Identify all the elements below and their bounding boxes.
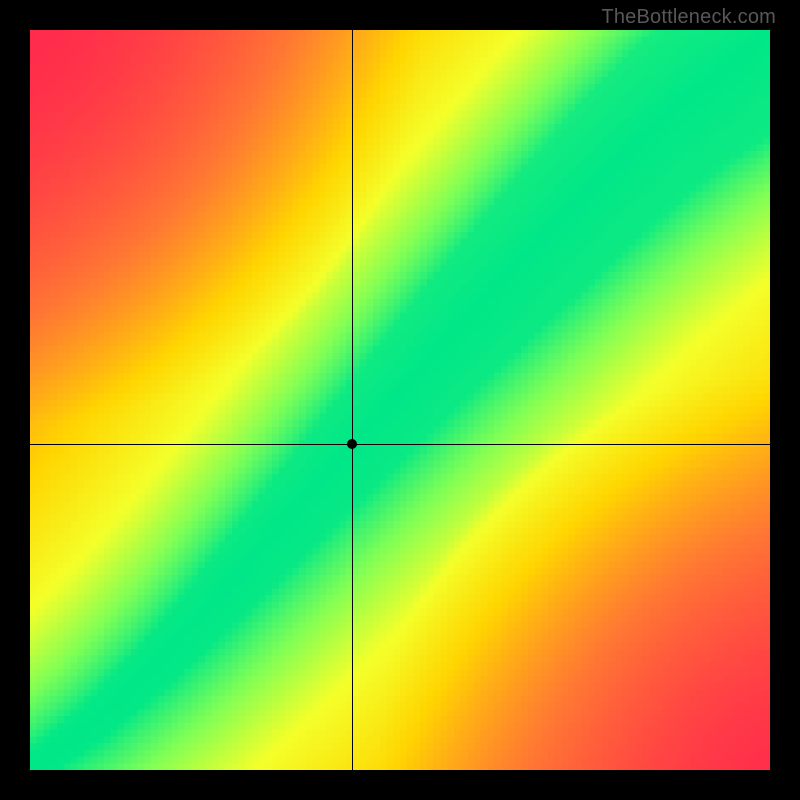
plot-area xyxy=(30,30,770,770)
heatmap-canvas xyxy=(30,30,770,770)
crosshair-horizontal xyxy=(30,444,770,445)
crosshair-vertical xyxy=(352,30,353,770)
watermark-text: TheBottleneck.com xyxy=(601,6,776,29)
chart-container: TheBottleneck.com xyxy=(0,0,800,800)
marker-dot xyxy=(347,439,357,449)
